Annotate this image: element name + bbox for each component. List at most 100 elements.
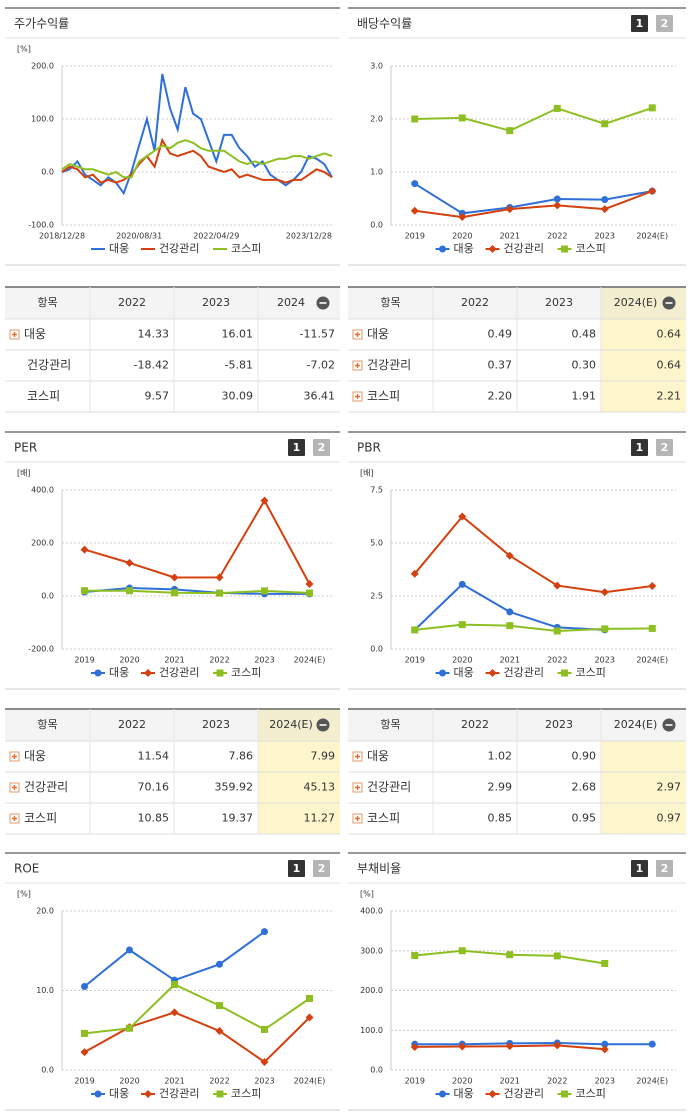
expand-icon-plus[interactable] [12,754,17,759]
x-tick-label: 2019 [405,656,425,665]
page-button[interactable] [631,15,648,32]
row-label: 코스피 [367,811,400,825]
x-tick-label: 2023 [595,1077,615,1086]
expand-icon-plus[interactable] [355,816,360,821]
table-cell: 11.54 [138,750,170,763]
x-tick-label: 2021 [164,1077,184,1086]
x-tick-label: 2022 [209,1077,229,1086]
row-label: 건강관리 [367,358,411,372]
page-button-label[interactable]: 1 [293,862,301,875]
marker [458,621,466,629]
x-tick-label: 2021 [500,656,520,665]
table-cell: -18.42 [134,359,169,372]
y-tick-label: 5.0 [370,539,383,548]
page-button-label[interactable]: 2 [318,862,326,875]
page-button[interactable] [631,439,648,456]
x-tick-label: 2020 [452,1077,472,1086]
marker [306,589,313,597]
table-cell: 70.16 [138,781,170,794]
y-tick-label: 10.0 [36,986,54,995]
marker [553,1041,562,1050]
expand-icon-plus[interactable] [355,394,360,399]
page-button[interactable] [656,439,673,456]
x-tick-label: 2018/12/28 [39,232,85,241]
marker [125,558,134,567]
expand-icon-plus[interactable] [12,785,17,790]
marker [458,580,466,588]
expand-icon-plus[interactable] [12,332,17,337]
expand-icon-plus[interactable] [355,363,360,368]
unit-label: [%] [17,45,31,54]
marker [648,104,656,112]
marker [216,960,223,968]
series-line [414,515,653,594]
page-button-label[interactable]: 1 [636,862,644,875]
page-button[interactable] [631,860,648,877]
table-header-cell: 2023 [545,296,573,309]
y-tick-label: 20.0 [36,907,54,916]
x-tick-label: 2020 [452,232,472,241]
table-cell: 2.99 [488,781,513,794]
y-tick-label: 300.0 [360,946,383,955]
y-tick-label: 0.0 [370,221,383,230]
marker [505,551,514,560]
marker [411,952,419,960]
table-cell: -5.81 [225,359,253,372]
marker [601,196,609,204]
x-tick-label: 2019 [405,232,425,241]
y-tick-label: 1.0 [370,168,383,177]
page-button-label[interactable]: 1 [636,441,644,454]
legend-label: 코스피 [576,666,606,679]
legend-label: 건강관리 [504,1087,544,1100]
table-header-cell: 항목 [37,718,57,731]
expand-icon-plus[interactable] [355,754,360,759]
row-label: 코스피 [27,389,60,403]
marker [126,587,133,595]
page-button[interactable] [656,860,673,877]
y-tick-label: 0.0 [41,1066,54,1075]
page-button[interactable] [656,15,673,32]
page-button[interactable] [313,860,330,877]
x-tick-label: 2022 [547,656,567,665]
marker [144,1090,152,1098]
page-button[interactable] [288,439,305,456]
marker [553,195,561,203]
table-cell: 1.02 [488,750,513,763]
marker [305,1013,314,1022]
table-column-highlight [601,319,686,412]
table-cell: 0.30 [572,359,597,372]
x-tick-label: 2024(E) [294,656,326,665]
legend-label: 대웅 [109,666,129,679]
page-button[interactable] [313,439,330,456]
series-line [414,182,653,215]
marker [600,205,609,214]
expand-icon-plus[interactable] [12,816,17,821]
marker [410,206,419,215]
y-tick-label: 7.5 [370,486,383,495]
x-tick-label: 2019 [74,656,94,665]
y-tick-label: 200.0 [360,986,383,995]
marker [488,1090,497,1098]
marker [411,180,419,188]
table-cell: 359.92 [215,781,254,794]
marker [94,1090,102,1098]
unit-label: [배] [360,469,374,478]
x-tick-label: 2019 [74,1077,94,1086]
page-button-label[interactable]: 2 [661,17,669,30]
table-cell: -7.02 [307,359,335,372]
marker [81,983,88,991]
expand-icon-plus[interactable] [355,332,360,337]
page-button-label[interactable]: 2 [661,862,669,875]
x-tick-label: 2024(E) [636,232,668,241]
expand-icon-plus[interactable] [355,785,360,790]
table-cell: 2.20 [488,390,513,403]
x-tick-label: 2020/08/31 [116,232,162,241]
page-button-label[interactable]: 2 [661,441,669,454]
page-button-label[interactable]: 1 [636,17,644,30]
row-label: 대웅 [24,327,46,341]
page-button-label[interactable]: 1 [293,441,301,454]
page-button-label[interactable]: 2 [318,441,326,454]
table-cell: 9.57 [145,390,170,403]
page-button[interactable] [288,860,305,877]
marker [601,625,609,633]
